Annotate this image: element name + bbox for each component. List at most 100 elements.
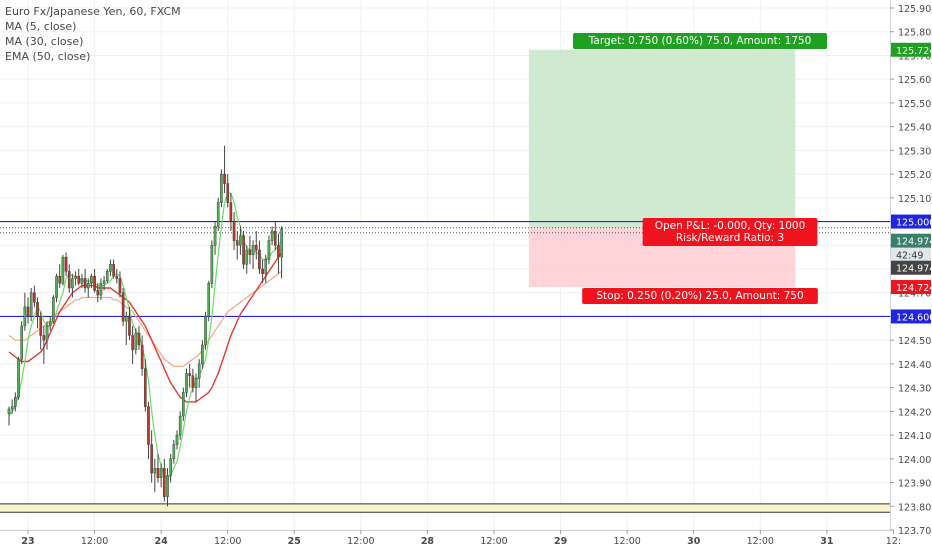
target-price-tag-text: 125.724 (896, 46, 932, 57)
price-tick-label: 124.400 (898, 360, 932, 371)
candle-body (226, 183, 230, 203)
time-tick-label: 28 (421, 536, 435, 547)
last-price-tag: 124.974 (891, 260, 932, 275)
price-axis-bg (890, 0, 932, 550)
target-label: Target: 0.750 (0.60%) 75.0, Amount: 1750 (573, 33, 828, 49)
candle-body (280, 228, 283, 258)
time-axis-bg (0, 530, 890, 550)
candle-body (213, 226, 217, 246)
ma5-legend: MA (5, close) (5, 20, 77, 33)
candle-body (194, 377, 198, 388)
last-price-tag-bg (891, 260, 931, 275)
lower-line-price-tag-text: 124.600 (896, 312, 932, 323)
candle-body (109, 264, 112, 272)
time-tick-label: 12:00 (480, 536, 507, 547)
candle-body (128, 316, 131, 336)
entry-price-tag: 124.974 (891, 233, 932, 248)
pnl-label-bg (642, 218, 818, 246)
candle-body (90, 275, 93, 284)
lower-line-price-tag-bg (891, 309, 931, 324)
stop-label-bg (582, 288, 818, 304)
entry-price-tag-text: 124.974 (896, 237, 932, 248)
support-band-fill (0, 503, 890, 513)
candle-body (14, 396, 17, 407)
candle-body (17, 358, 20, 398)
candle-body (64, 256, 68, 272)
candle-body (23, 306, 27, 327)
candle-body (131, 335, 134, 350)
candle-body (245, 249, 249, 265)
candle-body (267, 240, 271, 260)
candle-body (251, 245, 255, 255)
candle-body (270, 230, 274, 241)
candle-body (264, 259, 268, 274)
candle-body (159, 468, 163, 478)
candle-body (197, 363, 201, 379)
profit-zone (528, 49, 796, 228)
price-tick-label: 125.900 (898, 4, 932, 15)
candle-body (172, 444, 176, 460)
countdown-tag-bg (891, 247, 931, 262)
candle-body (156, 468, 160, 478)
candle-body (121, 292, 125, 322)
upper-line-price-tag-bg (891, 214, 931, 229)
candle-body (71, 278, 74, 289)
candle-body (48, 321, 52, 327)
stop-label-text: Stop: 0.250 (0.20%) 25.0, Amount: 750 (596, 290, 803, 302)
time-tick-label: 24 (155, 536, 169, 547)
candle-body (163, 468, 166, 497)
candle-body (61, 256, 65, 284)
target-label-bg (573, 33, 828, 49)
upper-line-price-tag-text: 125.000 (896, 218, 932, 229)
candle-body (52, 297, 55, 322)
last-price-tag-text: 124.974 (896, 264, 932, 275)
target-label-text: Target: 0.750 (0.60%) 75.0, Amount: 1750 (588, 35, 812, 47)
countdown-tag-text: 42:49 (896, 251, 923, 262)
price-tick-label: 124.700 (898, 289, 932, 300)
price-tick-label: 125.100 (898, 194, 932, 205)
price-tick-label: 124.200 (898, 407, 932, 418)
candle-body (182, 392, 185, 417)
support-band (0, 503, 890, 513)
time-tick-label: 12:00 (747, 536, 774, 547)
price-tick-label: 124.500 (898, 336, 932, 347)
price-tick-label: 125.200 (898, 170, 932, 181)
candle-body (45, 325, 49, 341)
candle-body (191, 375, 195, 388)
candle-body (277, 245, 280, 258)
candle-body (42, 335, 46, 341)
time-tick-label: 30 (687, 536, 701, 547)
candle-body (115, 275, 119, 279)
candle-body (258, 249, 261, 270)
chart-legend: Euro Fx/Japanese Yen, 60, FXCM MA (5, cl… (5, 4, 181, 64)
candle-body (29, 292, 33, 317)
candle-body (254, 245, 258, 251)
candle-body (273, 230, 277, 246)
candle-body (188, 373, 191, 376)
price-tick-label: 123.700 (898, 526, 932, 537)
candle-body (96, 290, 100, 296)
pnl-label-text: Risk/Reward Ratio: 3 (676, 232, 784, 244)
candle-body (67, 271, 71, 289)
candle-body (105, 271, 109, 282)
time-tick-label: 12:00 (347, 536, 374, 547)
ma30-legend: MA (30, close) (5, 35, 84, 48)
stop-label: Stop: 0.250 (0.20%) 25.0, Amount: 750 (582, 288, 818, 304)
stop-price-tag-bg (891, 280, 931, 295)
time-tick-label: 12:00 (214, 536, 241, 547)
candle-body (207, 283, 211, 317)
candle-body (216, 202, 220, 227)
candle-body (80, 278, 84, 284)
candle-body (220, 173, 223, 203)
time-tick-label: 25 (288, 536, 301, 547)
candle-body (178, 415, 182, 436)
long-position-zones[interactable] (0, 49, 890, 288)
upper-line-price-tag: 125.000 (891, 214, 932, 229)
candle-body (144, 368, 147, 407)
candle-body (166, 475, 169, 497)
ema50-legend: EMA (50, close) (5, 50, 91, 63)
candle-body (55, 275, 58, 298)
time-tick-label: 12: (886, 536, 901, 547)
